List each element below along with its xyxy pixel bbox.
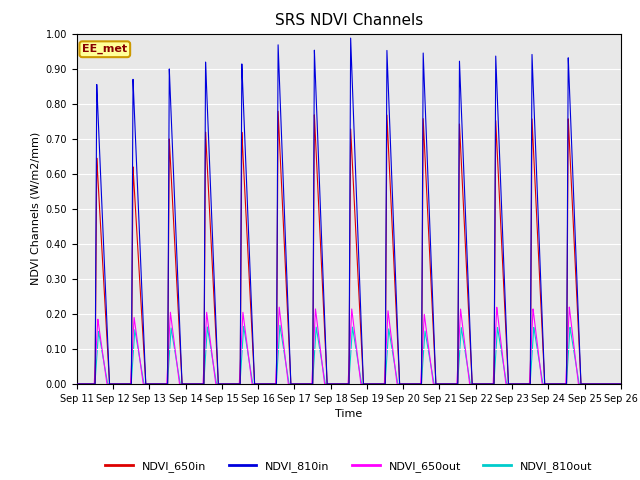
- Line: NDVI_810in: NDVI_810in: [77, 38, 621, 384]
- NDVI_650in: [276, 160, 284, 166]
- NDVI_650out: [615, 381, 623, 387]
- NDVI_810in: [617, 381, 625, 387]
- NDVI_810out: [501, 372, 509, 378]
- NDVI_810in: [276, 104, 284, 110]
- NDVI_810out: [184, 381, 191, 387]
- NDVI_650in: [617, 381, 625, 387]
- NDVI_650in: [424, 213, 431, 219]
- NDVI_810out: [615, 381, 623, 387]
- NDVI_810in: [615, 381, 623, 387]
- NDVI_810out: [424, 345, 431, 350]
- NDVI_810in: [73, 381, 81, 387]
- Title: SRS NDVI Channels: SRS NDVI Channels: [275, 13, 423, 28]
- NDVI_810out: [73, 381, 81, 387]
- NDVI_650out: [424, 338, 431, 344]
- NDVI_810out: [276, 326, 284, 332]
- NDVI_650in: [615, 381, 623, 387]
- NDVI_650in: [275, 108, 282, 114]
- X-axis label: Time: Time: [335, 409, 362, 419]
- NDVI_810out: [189, 381, 197, 387]
- NDVI_810in: [189, 381, 197, 387]
- NDVI_650out: [276, 315, 284, 321]
- Line: NDVI_650in: NDVI_650in: [77, 111, 621, 384]
- NDVI_650out: [617, 381, 625, 387]
- NDVI_650out: [184, 381, 191, 387]
- NDVI_810in: [501, 296, 509, 302]
- NDVI_650out: [566, 304, 573, 310]
- Line: NDVI_810out: NDVI_810out: [77, 325, 621, 384]
- NDVI_810in: [424, 172, 431, 178]
- NDVI_810in: [184, 381, 191, 387]
- Text: EE_met: EE_met: [82, 44, 127, 54]
- Y-axis label: NDVI Channels (W/m2/mm): NDVI Channels (W/m2/mm): [30, 132, 40, 286]
- NDVI_650in: [189, 381, 197, 387]
- NDVI_650out: [73, 381, 81, 387]
- NDVI_650in: [501, 313, 509, 319]
- NDVI_650in: [184, 381, 191, 387]
- Line: NDVI_650out: NDVI_650out: [77, 307, 621, 384]
- NDVI_650in: [73, 381, 81, 387]
- Legend: NDVI_650in, NDVI_810in, NDVI_650out, NDVI_810out: NDVI_650in, NDVI_810in, NDVI_650out, NDV…: [101, 457, 596, 477]
- NDVI_810out: [276, 323, 284, 328]
- NDVI_810out: [617, 381, 625, 387]
- NDVI_810in: [347, 35, 355, 41]
- NDVI_650out: [501, 374, 509, 380]
- NDVI_650out: [189, 381, 197, 387]
